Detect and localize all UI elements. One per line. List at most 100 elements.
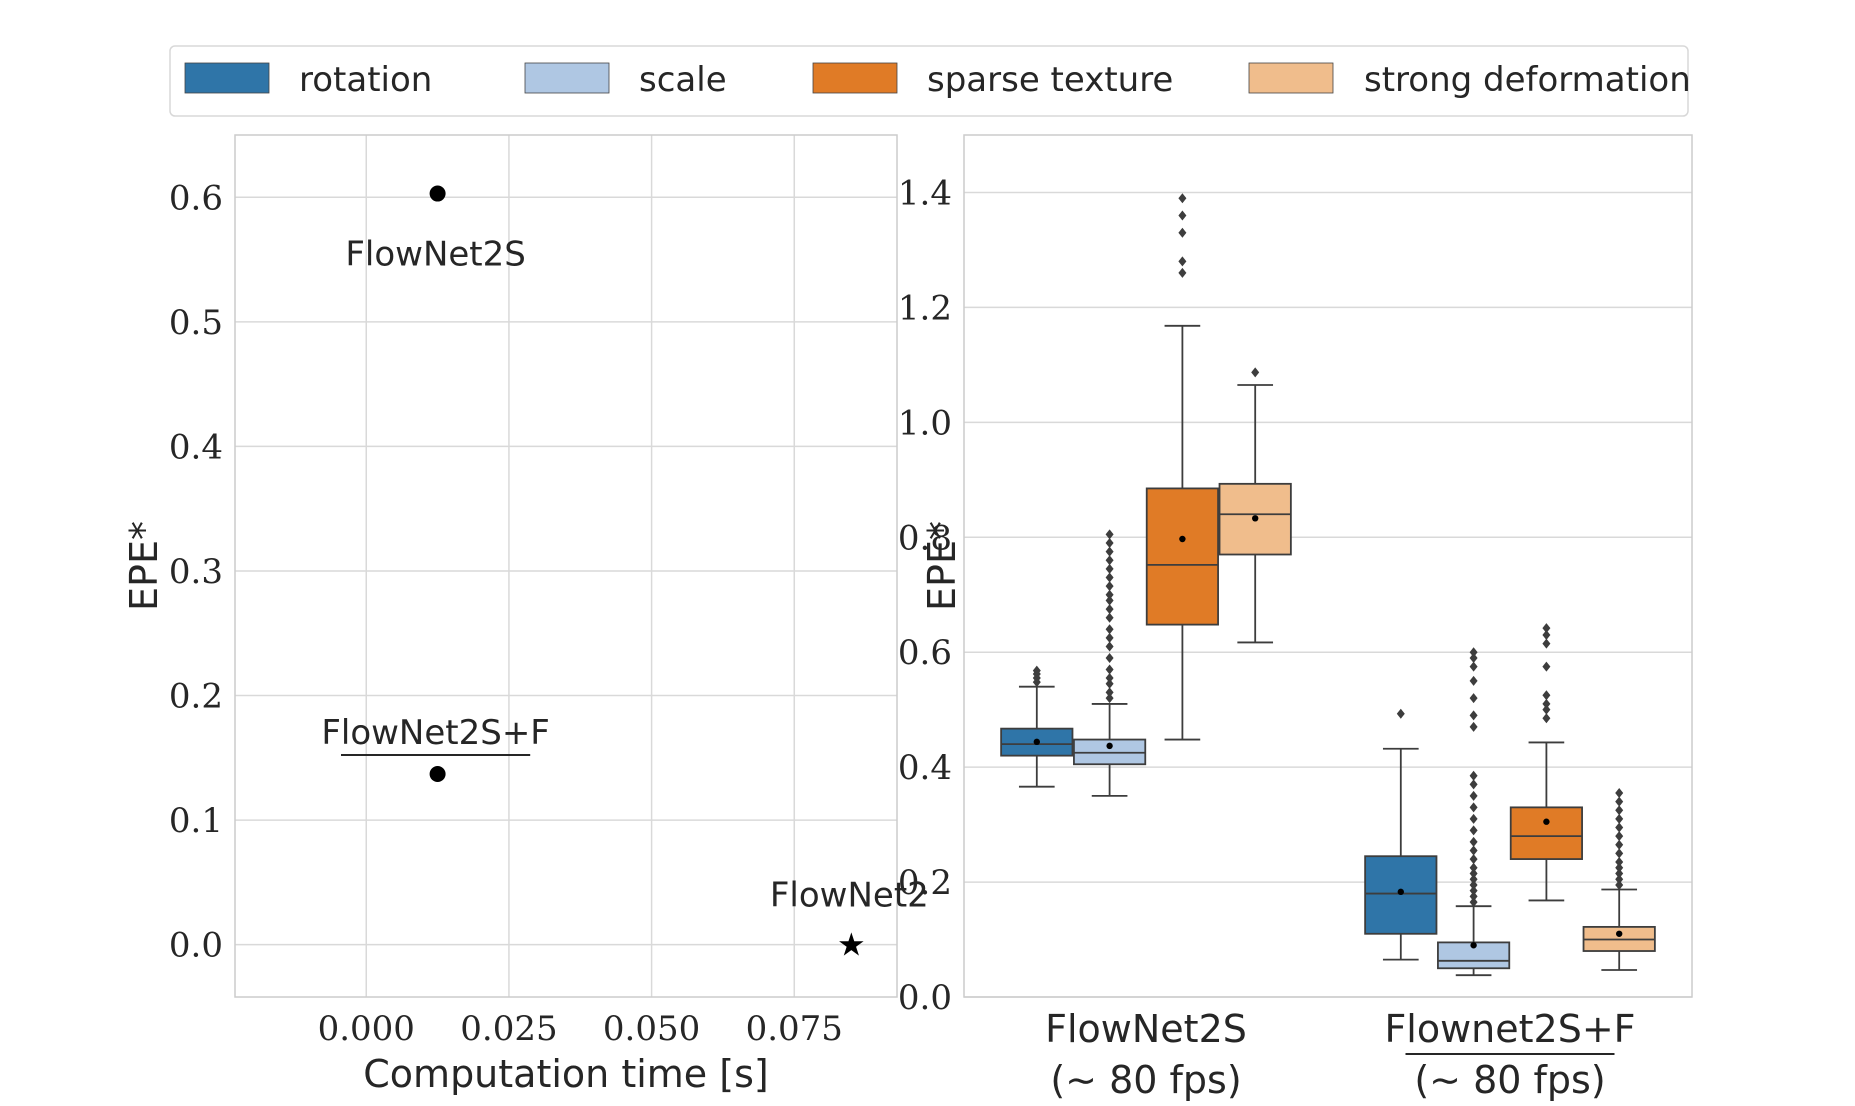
box-flier: [1615, 831, 1624, 842]
box-flier: [1469, 710, 1478, 721]
boxplot-group-label: Flownet2S+F: [1384, 1007, 1635, 1051]
box-mean: [1179, 535, 1186, 543]
box-rotation-1: [1000, 665, 1074, 788]
box-strong-deformation-1: [1218, 367, 1292, 644]
box-iqr: [1145, 487, 1219, 626]
box-flier: [1469, 868, 1478, 879]
scatter-x-tick-label: 0.000: [318, 1009, 415, 1049]
box-flier: [1105, 664, 1114, 675]
box-flier: [1469, 854, 1478, 865]
box-rotation-2: [1364, 708, 1438, 961]
legend-label-scale: scale: [639, 60, 727, 100]
box-flier: [1615, 879, 1624, 890]
box-flier: [1469, 770, 1478, 781]
scatter-point-flownet2s-f: [429, 766, 446, 783]
box-flier: [1032, 665, 1041, 676]
box-mean: [1397, 888, 1405, 896]
scatter-points: FlowNet2S FlowNet2S+F ★ FlowNet2: [321, 185, 929, 964]
box-flier: [1105, 595, 1114, 606]
scatter-y-tick-label: 0.3: [169, 552, 223, 592]
box-flier: [1105, 555, 1114, 566]
boxplot-grid: [964, 191, 1692, 998]
box-flier: [1469, 897, 1478, 908]
boxplot-group-label: FlowNet2S: [1045, 1007, 1247, 1051]
legend-swatch-scale: [524, 62, 610, 94]
box-sparse-texture-1: [1145, 193, 1219, 741]
boxplot-frame: [963, 134, 1693, 998]
scatter-x-tick-label: 0.025: [460, 1009, 557, 1049]
box-flier: [1469, 652, 1478, 663]
box-flier: [1105, 624, 1114, 635]
box-flier: [1469, 802, 1478, 813]
box-flier: [1178, 193, 1187, 204]
box-flier: [1469, 647, 1478, 658]
boxplot-y-tick-label: 0.2: [898, 863, 952, 903]
boxplot-y-tick-label: 0.6: [898, 633, 952, 673]
box-flier: [1178, 210, 1187, 221]
box-flier: [1105, 652, 1114, 663]
box-flier: [1105, 641, 1114, 652]
box-flier: [1105, 604, 1114, 615]
box-flier: [1105, 546, 1114, 557]
box-sparse-texture-2: [1509, 623, 1583, 902]
box-flier: [1469, 790, 1478, 801]
scatter-frame: [234, 134, 898, 998]
scatter-panel: 0.00.10.20.30.40.50.6 0.000 0.025 0.050 0.0…: [122, 134, 929, 1096]
legend-item-strong-deformation: strong deformation: [1248, 60, 1691, 100]
boxplot-group-sublabel: (∼ 80 fps): [1414, 1058, 1605, 1102]
box-flier: [1469, 891, 1478, 902]
scatter-y-tick-label: 0.5: [169, 303, 223, 343]
box-flier: [1615, 813, 1624, 824]
scatter-y-tick-label: 0.1: [169, 801, 223, 841]
box-flier: [1105, 572, 1114, 583]
box-flier: [1105, 563, 1114, 574]
box-mean: [1106, 742, 1113, 750]
scatter-y-tick-label: 0.2: [169, 677, 223, 717]
box-flier: [1469, 845, 1478, 856]
box-flier: [1178, 267, 1187, 278]
boxplot-y-tick-label: 0.4: [898, 748, 952, 788]
scatter-x-tick-label: 0.075: [746, 1009, 843, 1049]
boxplot-y-axis-label: EPE*: [920, 521, 964, 611]
box-flier: [1469, 693, 1478, 704]
legend-item-sparse-texture: sparse texture: [812, 60, 1173, 100]
scatter-y-tick-label: 0.0: [169, 926, 223, 966]
box-scale-1: [1073, 529, 1147, 797]
scatter-point-flownet2s: [429, 185, 446, 202]
legend-swatch-rotation: [184, 62, 270, 94]
boxplot-y-ticks: 0.0 0.2 0.4 0.6 0.8 1.0 1.2 1.4: [898, 173, 952, 1018]
box-flier: [1615, 868, 1624, 879]
boxplot-y-tick-label: 1.0: [898, 403, 952, 443]
box-flier: [1105, 581, 1114, 592]
boxplot-y-tick-label: 1.4: [898, 173, 952, 213]
box-flier: [1615, 822, 1624, 833]
box-mean: [1033, 738, 1041, 746]
box-flier: [1542, 698, 1551, 709]
box-flier: [1542, 704, 1551, 715]
box-flier: [1105, 693, 1114, 704]
box-strong-deformation-2: [1582, 787, 1656, 971]
box-flier: [1469, 813, 1478, 824]
scatter-point-label-flownet2s-f: FlowNet2S+F: [321, 713, 550, 753]
scatter-y-ticks: 0.0 0.1 0.2 0.3 0.4 0.5 0.6: [169, 178, 223, 965]
legend-label-rotation: rotation: [299, 60, 432, 100]
box-flier: [1396, 708, 1405, 719]
box-flier: [1615, 839, 1624, 850]
box-flier: [1469, 862, 1478, 873]
box-flier: [1105, 612, 1114, 623]
box-flier: [1469, 885, 1478, 896]
scatter-point-label-flownet2: FlowNet2: [770, 876, 929, 916]
box-mean: [1616, 930, 1623, 937]
box-flier: [1105, 529, 1114, 540]
box-flier: [1251, 367, 1260, 378]
box-flier: [1615, 856, 1624, 867]
legend-item-rotation: rotation: [184, 60, 432, 100]
box-flier: [1542, 638, 1551, 649]
box-flier: [1469, 779, 1478, 790]
scatter-x-axis-label: Computation time [s]: [363, 1052, 768, 1096]
boxplot-y-tick-label: 1.2: [898, 288, 952, 328]
box-flier: [1542, 690, 1551, 701]
box-flier: [1542, 623, 1551, 634]
legend: rotation scale sparse texture strong def…: [169, 45, 1691, 117]
